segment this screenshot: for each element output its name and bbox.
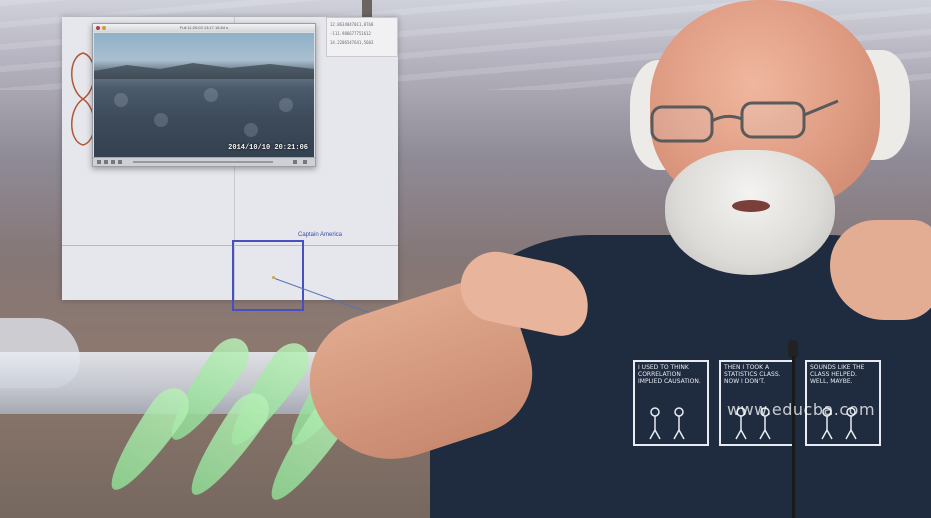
target-label: Captain America — [298, 232, 343, 238]
speaker-right-hand — [830, 220, 931, 320]
raindrop — [154, 113, 168, 127]
microphone-cable — [792, 356, 795, 518]
comic-panel-text: I used to think correlation implied caus… — [638, 364, 701, 385]
grid-line — [62, 245, 398, 246]
speaker-beard — [665, 150, 835, 275]
speaker: I used to think correlation implied caus… — [292, 0, 931, 518]
glasses-icon — [650, 99, 839, 143]
video-frame: 2014/10/10 20:21:06 — [94, 33, 314, 157]
stick-figure-icon — [735, 407, 771, 440]
play-icon — [97, 160, 101, 164]
video-title: Full 11:20:03 13:17 16.84 s — [179, 25, 229, 30]
forward-icon — [118, 160, 122, 164]
readout-line: -111.986677751612 — [330, 31, 371, 36]
speaker-mouth — [732, 200, 770, 212]
coordinate-readout: 12.8634847011,8768 -111.986677751612 14.… — [326, 17, 398, 57]
comic-panel-text: Sounds like the class helped. Well, mayb… — [810, 364, 865, 385]
comic-panel: Sounds like the class helped. Well, mayb… — [805, 360, 881, 446]
close-icon — [96, 26, 100, 30]
stop-icon — [104, 160, 108, 164]
mountain-ridge — [94, 63, 314, 79]
raindrop — [114, 93, 128, 107]
video-window: Full 11:20:03 13:17 16.84 s 2014/10/10 2… — [92, 23, 316, 167]
comic-panel: I used to think correlation implied caus… — [633, 360, 709, 446]
target-dot — [272, 276, 275, 279]
readout-line: 12.8634847011,8768 — [330, 22, 374, 27]
fullscreen-icon — [303, 160, 307, 164]
target-box — [232, 240, 304, 311]
minimize-icon — [102, 26, 106, 30]
seek-bar — [133, 161, 273, 163]
background-post — [362, 0, 372, 18]
comic-panel-text: Then I took a statistics class. Now I do… — [724, 364, 781, 385]
video-controls — [93, 157, 315, 166]
video-titlebar: Full 11:20:03 13:17 16.84 s — [93, 24, 315, 32]
volume-icon — [293, 160, 297, 164]
raindrop — [204, 88, 218, 102]
stick-figure-icon — [821, 407, 857, 440]
raindrop — [244, 123, 258, 137]
raindrop — [279, 98, 293, 112]
lapel-microphone — [788, 340, 798, 358]
rewind-icon — [111, 160, 115, 164]
watermark: www.educba.com — [727, 400, 876, 419]
video-timestamp: 2014/10/10 20:21:06 — [228, 144, 308, 152]
tshirt-comic: I used to think correlation implied caus… — [633, 360, 881, 450]
readout-line: 14.2206547641,5603 — [330, 40, 374, 45]
stick-figure-icon — [649, 407, 685, 440]
